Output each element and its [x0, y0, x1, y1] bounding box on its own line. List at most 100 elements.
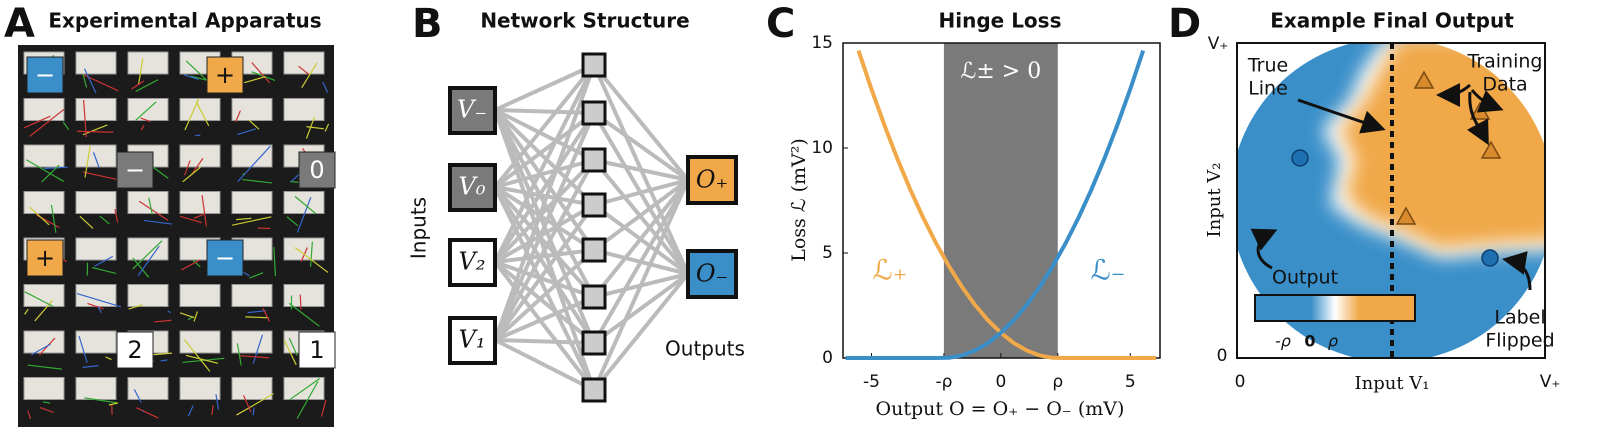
annotation: Data [1482, 74, 1527, 96]
wire [298, 65, 310, 75]
wire [136, 407, 159, 419]
colorbar-label: 0 [1304, 332, 1315, 351]
x-tick-label: 5 [1125, 372, 1136, 392]
panel-letter: A [4, 1, 35, 47]
label-square [206, 56, 244, 94]
wire [185, 354, 219, 364]
module [127, 284, 169, 307]
label-square [116, 151, 154, 189]
wire [30, 343, 51, 356]
y-tick-label: 0 [822, 348, 833, 368]
wire [99, 215, 110, 225]
square-label: + [35, 244, 55, 272]
wire [34, 299, 53, 322]
wire [192, 259, 201, 268]
module [179, 144, 221, 168]
input-node [448, 316, 497, 365]
x-axis-label: Input V₁ [1355, 373, 1430, 394]
series-label: ℒ₋ [1091, 254, 1126, 287]
wire [179, 312, 195, 319]
wire [137, 245, 160, 276]
wire [249, 272, 264, 279]
wire [132, 240, 163, 270]
module [179, 377, 221, 400]
wire [245, 316, 269, 319]
wire [252, 407, 255, 416]
edge [493, 260, 596, 345]
wire [242, 395, 252, 413]
wire [27, 364, 62, 370]
wire [76, 130, 114, 133]
label-square [116, 331, 154, 369]
module [75, 98, 117, 121]
wire [324, 123, 330, 132]
wire [154, 319, 172, 323]
edge [493, 64, 596, 341]
wire [273, 247, 277, 277]
module [231, 284, 273, 307]
module [23, 284, 65, 307]
edge [592, 179, 690, 344]
panel-title: Experimental Apparatus [48, 9, 321, 33]
wire [26, 159, 65, 182]
wire [108, 402, 118, 406]
apparatus-photo: − + − 0 + − 2 1 [18, 45, 336, 427]
shaded-region [943, 43, 1058, 358]
hidden-node [581, 192, 607, 218]
panel-title: Network Structure [480, 9, 689, 33]
wire [235, 110, 241, 123]
edge [493, 112, 596, 341]
panel-letter: D [1168, 1, 1201, 47]
annotation-arrows [1250, 82, 1532, 291]
y-axis-label: Input V₂ [1204, 163, 1225, 238]
edge [494, 338, 595, 392]
hidden-node [581, 100, 607, 126]
wire [87, 302, 104, 310]
wire [29, 206, 50, 226]
module [231, 144, 273, 168]
module [127, 51, 169, 75]
module [179, 284, 221, 307]
module [283, 98, 325, 121]
square-label: + [215, 61, 235, 89]
input-label: V₀ [459, 173, 486, 201]
x-tick-label: 0 [1235, 372, 1246, 392]
wire [248, 119, 260, 130]
wire [24, 308, 29, 315]
wire [83, 74, 119, 92]
colorbar-label: -ρ [1275, 332, 1291, 351]
wire [236, 343, 242, 366]
label-square [206, 239, 244, 277]
module [75, 144, 117, 168]
edge [592, 272, 690, 345]
output-label: O₊ [696, 166, 728, 194]
series-label: ℒ₊ [873, 254, 908, 287]
wire [131, 80, 145, 90]
wire [132, 257, 150, 278]
edge [592, 111, 690, 182]
wire [167, 310, 171, 314]
square-label: 0 [309, 156, 324, 184]
wire [286, 216, 299, 227]
wire [39, 407, 54, 414]
label-square [26, 56, 64, 94]
x-axis-label: Output O = O₊ − O₋ (mV) [876, 398, 1125, 420]
wire [82, 365, 99, 368]
x-tick-label: V₊ [1540, 372, 1561, 392]
input-label: V₋ [457, 96, 487, 124]
edge [493, 203, 596, 342]
edge [493, 158, 596, 264]
wire [50, 204, 57, 233]
x-tick-label: -ρ [935, 372, 952, 392]
wire [237, 128, 256, 136]
plot-frame [842, 42, 1161, 359]
wire [237, 145, 271, 182]
edge [493, 248, 596, 342]
module [283, 237, 325, 261]
wire [320, 400, 327, 417]
edge [494, 63, 595, 112]
square-label: − [215, 244, 235, 272]
input-node [448, 163, 497, 212]
wire [182, 166, 201, 183]
